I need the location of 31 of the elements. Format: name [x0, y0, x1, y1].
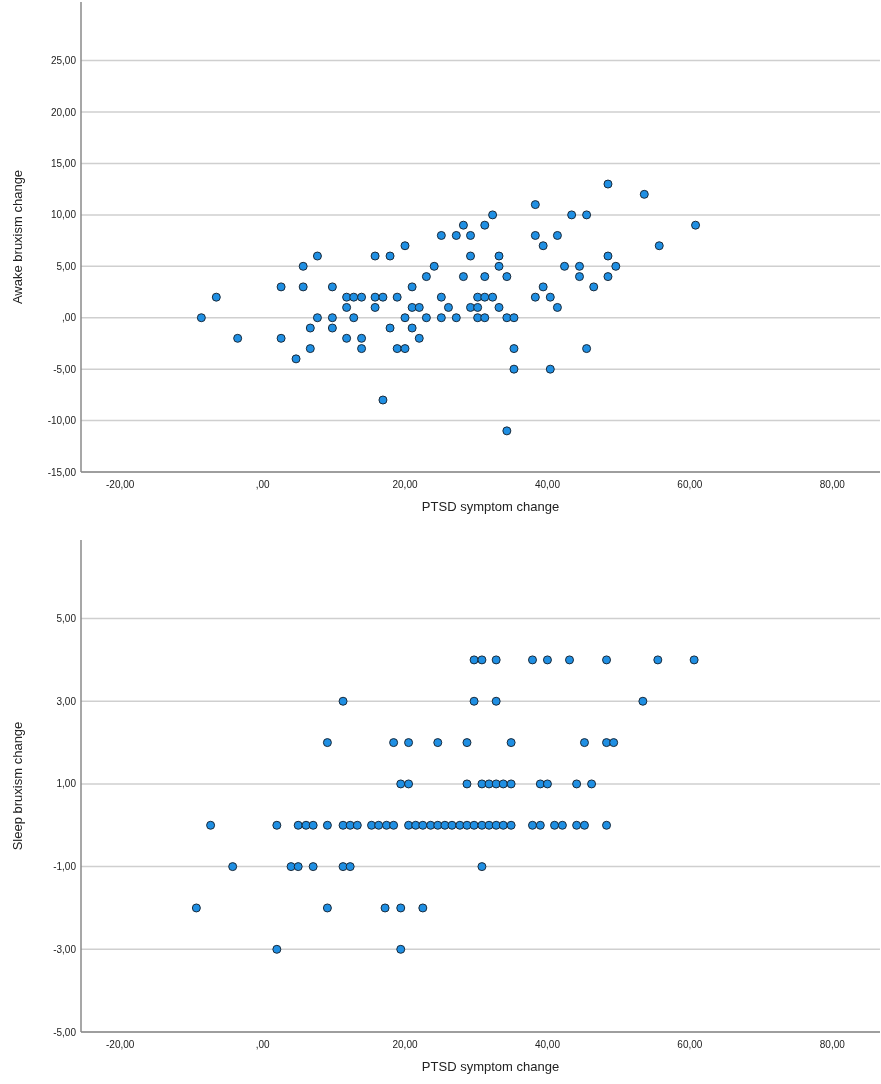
x-tick-label: 80,00 — [819, 479, 846, 490]
y-tick-label: 5,00 — [56, 613, 77, 625]
y-tick-label: 15,00 — [50, 157, 77, 169]
y-tick-label: 20,00 — [50, 106, 77, 118]
y-tick-label: 25,00 — [50, 55, 77, 67]
y-tick-label: -5,00 — [53, 1026, 77, 1038]
y-tick-label: ,00 — [62, 312, 77, 324]
x-axis-title: PTSD symptom change — [421, 1059, 560, 1074]
y-tick-label: 10,00 — [50, 209, 77, 221]
y-tick-label: 1,00 — [56, 778, 77, 790]
x-axis-title: PTSD symptom change — [421, 499, 560, 514]
y-tick-label: -1,00 — [53, 861, 77, 873]
x-tick-label: 60,00 — [677, 479, 703, 490]
x-tick-label: 40,00 — [534, 479, 561, 490]
y-tick-label: -5,00 — [53, 363, 77, 375]
x-tick-label: -20,00 — [105, 1039, 135, 1050]
x-tick-label: ,00 — [255, 479, 270, 490]
x-tick-label: -20,00 — [105, 479, 135, 490]
x-tick-label: 20,00 — [392, 479, 418, 490]
y-axis-title: Awake bruxism change — [10, 169, 25, 305]
y-tick-label: -3,00 — [53, 943, 77, 955]
x-tick-label: ,00 — [255, 1039, 270, 1050]
y-axis-title: Sleep bruxism change — [10, 721, 25, 851]
y-tick-label: -10,00 — [47, 415, 77, 427]
x-tick-label: 20,00 — [392, 1039, 418, 1050]
x-tick-label: 40,00 — [534, 1039, 561, 1050]
x-tick-label: 80,00 — [819, 1039, 846, 1050]
y-tick-label: -15,00 — [47, 466, 77, 478]
y-tick-label: 5,00 — [56, 260, 77, 272]
x-tick-label: 60,00 — [677, 1039, 703, 1050]
y-tick-label: 3,00 — [56, 695, 77, 707]
